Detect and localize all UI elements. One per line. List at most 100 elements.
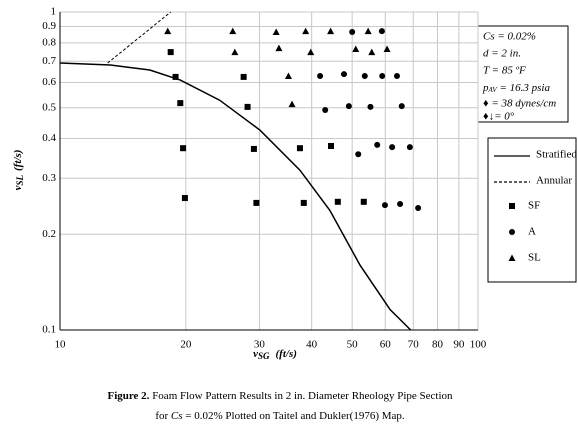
- caption-label: Figure 2.: [107, 390, 149, 402]
- y-axis-label-main: v: [12, 185, 24, 190]
- y-tick-label: 1: [51, 6, 57, 18]
- caption-text: = 0.02% Plotted on Taitel and Dukler(197…: [183, 410, 405, 422]
- marker-circle: [509, 229, 515, 235]
- y-tick-label: 0.3: [42, 172, 56, 184]
- series-line: [60, 62, 412, 331]
- x-axis-label-sub: SG: [258, 351, 270, 361]
- marker-triangle: [164, 27, 172, 35]
- y-tick-label: 0.7: [42, 55, 56, 67]
- legend-frame: [487, 137, 577, 283]
- conditions-box: Cs = 0.02% d = 2 in. T = 85 ºF pAV = 16.…: [477, 25, 569, 123]
- marker-triangle: [302, 27, 310, 35]
- marker-triangle: [364, 27, 372, 35]
- marker-circle: [355, 151, 362, 158]
- x-axis-label: vSG (ft/s): [253, 348, 297, 362]
- marker-triangle: [368, 48, 376, 56]
- marker-square: [180, 145, 187, 152]
- marker-square: [167, 49, 174, 56]
- marker-circle: [379, 73, 386, 80]
- caption-text: Foam Flow Pattern Results in 2 in. Diame…: [149, 390, 453, 402]
- series-line: [107, 11, 172, 64]
- marker-triangle: [327, 27, 335, 35]
- marker-square: [360, 198, 367, 205]
- y-tick-label: 0.6: [42, 76, 56, 88]
- marker-square: [244, 103, 251, 110]
- marker-circle: [322, 106, 329, 113]
- marker-square: [172, 73, 179, 80]
- legend-label: Annular: [536, 175, 572, 187]
- marker-square: [300, 199, 307, 206]
- x-tick-label: 20: [180, 339, 192, 351]
- condition: T = 85 ºF: [483, 65, 526, 77]
- marker-triangle: [284, 72, 292, 80]
- y-tick-label: 0.9: [42, 20, 56, 32]
- condition-part: p: [482, 82, 489, 94]
- marker-square: [240, 73, 247, 80]
- marker-square: [296, 145, 303, 152]
- y-tick-label: 0.8: [42, 36, 56, 48]
- marker-circle: [341, 71, 348, 78]
- legend-label: SL: [528, 252, 541, 264]
- marker-circle: [406, 144, 413, 151]
- conditions-frame: [477, 25, 569, 123]
- condition: ♦ = 38 dynes/cm: [483, 98, 556, 110]
- x-tick-label: 80: [432, 339, 444, 351]
- marker-triangle: [383, 45, 391, 52]
- marker-circle: [349, 29, 356, 36]
- marker-triangle: [272, 28, 280, 36]
- marker-triangle: [288, 100, 296, 108]
- marker-circle: [374, 141, 381, 148]
- marker-circle: [398, 103, 405, 110]
- y-axis-label-unit: (ft/s): [12, 150, 24, 171]
- x-tick-label: 10: [55, 339, 67, 351]
- caption-line: Figure 2. Foam Flow Pattern Results in 2…: [107, 390, 453, 402]
- condition: ♦↓= 0°: [483, 111, 515, 123]
- y-tick-label: 0.5: [42, 101, 56, 113]
- marker-circle: [317, 73, 324, 80]
- marker-circle: [415, 204, 422, 211]
- y-axis-label-sub: SL: [15, 175, 25, 186]
- x-tick-label: 100: [470, 339, 487, 351]
- marker-square: [509, 203, 515, 209]
- marker-circle: [397, 201, 404, 208]
- marker-square: [250, 145, 257, 152]
- marker-square: [177, 100, 184, 107]
- marker-triangle: [307, 48, 315, 56]
- x-axis-label-unit: (ft/s): [276, 348, 297, 360]
- y-tick-label: 0.4: [42, 132, 56, 144]
- condition-sub: AV: [488, 86, 498, 94]
- marker-triangle: [229, 27, 237, 35]
- marker-triangle: [231, 48, 239, 56]
- x-tick-label: 70: [408, 339, 420, 351]
- caption-text: for: [155, 410, 171, 422]
- x-axis-label-main: v: [253, 348, 258, 360]
- condition-part: = 16.3 psia: [497, 82, 551, 94]
- legend-label: Stratified: [536, 149, 577, 161]
- marker-triangle: [275, 44, 283, 52]
- marker-triangle: [352, 45, 360, 52]
- y-tick-label: 0.1: [42, 324, 56, 336]
- y-axis-label: vSL (ft/s): [12, 150, 26, 191]
- marker-circle: [381, 202, 388, 209]
- y-tick-label: 0.2: [42, 228, 56, 240]
- legend-label: SF: [528, 200, 540, 212]
- marker-square: [328, 142, 335, 149]
- marker-circle: [345, 103, 352, 110]
- marker-square: [253, 199, 260, 206]
- condition: Cs = 0.02%: [483, 31, 536, 43]
- marker-circle: [378, 28, 385, 35]
- marker-circle: [389, 144, 396, 151]
- marker-circle: [393, 73, 400, 80]
- x-tick-label: 30: [254, 339, 266, 351]
- marker-square: [334, 198, 341, 205]
- condition: pAV = 16.3 psia: [482, 82, 550, 94]
- marker-square: [181, 195, 188, 202]
- x-tick-label: 40: [306, 339, 318, 351]
- caption-var: Cs: [171, 410, 183, 422]
- legend-label: A: [528, 226, 536, 238]
- condition: d = 2 in.: [483, 48, 521, 60]
- marker-circle: [361, 73, 368, 80]
- x-tick-label: 60: [380, 339, 392, 351]
- marker-circle: [367, 103, 374, 110]
